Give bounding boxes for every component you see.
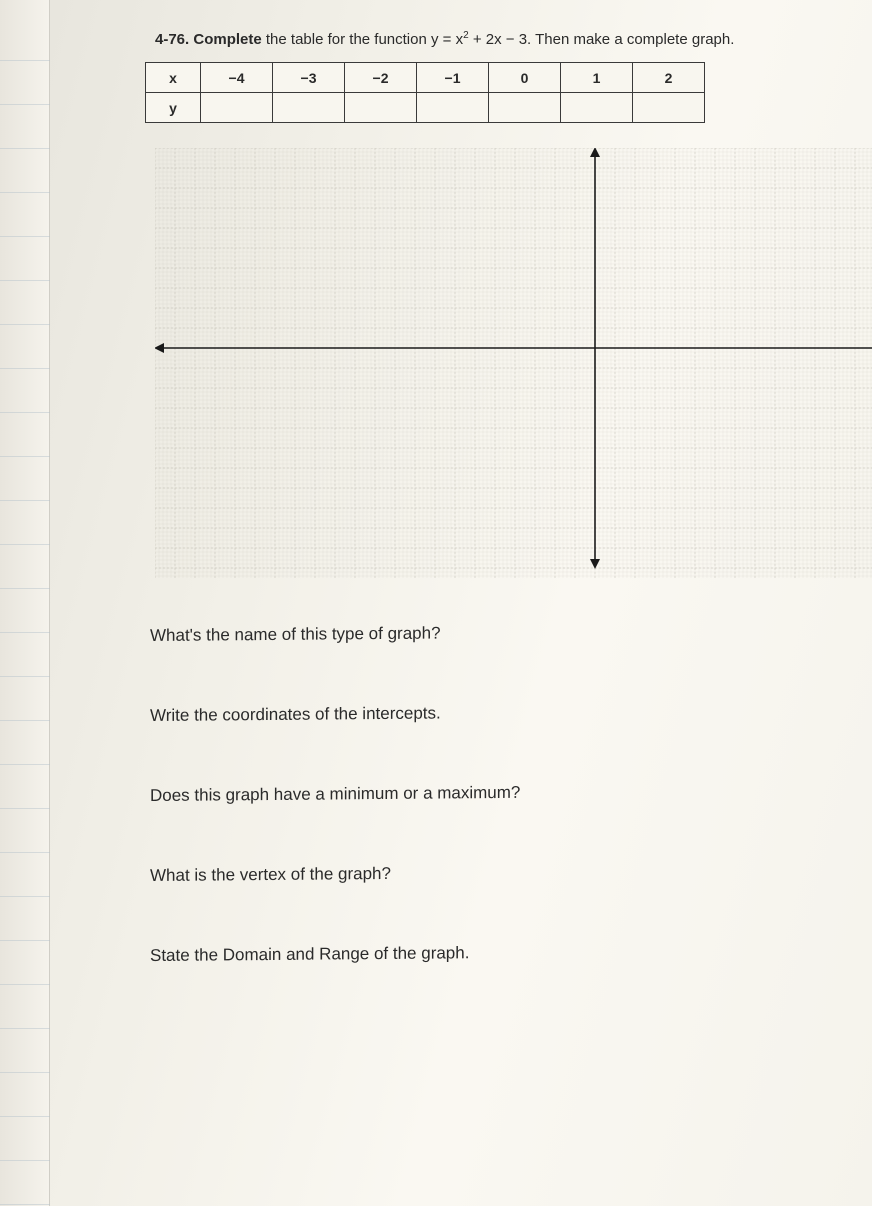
y-cell[interactable] [201, 93, 273, 123]
x-cell: −2 [345, 63, 417, 93]
y-cell[interactable] [345, 93, 417, 123]
x-cell: −3 [273, 63, 345, 93]
question-min-max: Does this graph have a minimum or a maxi… [150, 780, 842, 806]
question-graph-type: What's the name of this type of graph? [150, 620, 842, 646]
question-intercepts: Write the coordinates of the intercepts. [150, 700, 842, 726]
row-header-x: x [146, 63, 201, 93]
problem-text-after: . Then make a complete graph. [527, 31, 734, 48]
problem-equation: y = x2 + 2x − 3 [431, 31, 527, 48]
question-domain-range: State the Domain and Range of the graph. [150, 940, 842, 966]
notebook-left-margin [0, 0, 50, 1206]
x-cell: −4 [201, 63, 273, 93]
worksheet-page: 4-76. Complete the table for the functio… [50, 0, 872, 1206]
grid-svg [155, 148, 872, 578]
y-cell[interactable] [273, 93, 345, 123]
y-cell[interactable] [561, 93, 633, 123]
function-table: x −4 −3 −2 −1 0 1 2 y [145, 62, 705, 123]
y-cell[interactable] [633, 93, 705, 123]
problem-number: 4-76. [155, 31, 189, 48]
question-vertex: What is the vertex of the graph? [150, 860, 842, 886]
table-row: y [146, 93, 705, 123]
y-cell[interactable] [417, 93, 489, 123]
x-cell: 0 [489, 63, 561, 93]
problem-action: Complete [193, 31, 261, 48]
coordinate-grid [155, 148, 842, 583]
x-cell: 1 [561, 63, 633, 93]
problem-text-before: the table for the function [262, 31, 431, 48]
row-header-y: y [146, 93, 201, 123]
problem-statement: 4-76. Complete the table for the functio… [155, 30, 842, 48]
x-cell: −1 [417, 63, 489, 93]
y-cell[interactable] [489, 93, 561, 123]
x-cell: 2 [633, 63, 705, 93]
table-row: x −4 −3 −2 −1 0 1 2 [146, 63, 705, 93]
